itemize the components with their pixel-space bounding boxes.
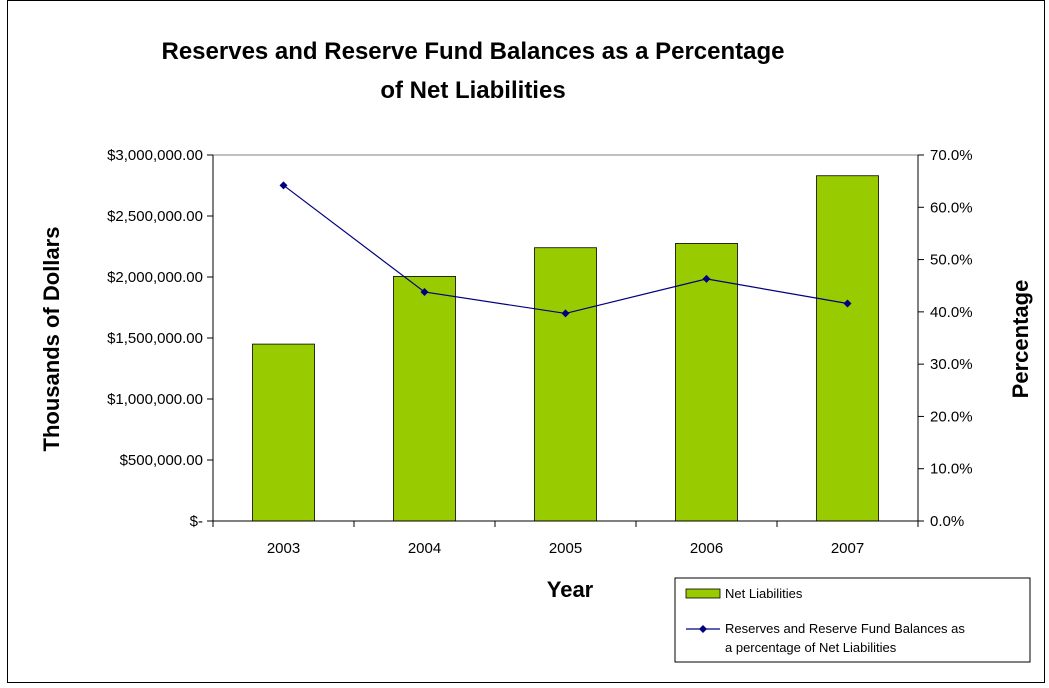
legend-net-liabilities-swatch (685, 588, 721, 599)
y2-tick-label: 10.0% (930, 461, 973, 478)
x-tick-label: 2007 (831, 540, 864, 557)
y-tick-label: $2,000,000.00 (107, 269, 203, 286)
legend: Net Liabilities Reserves and Reserve Fun… (674, 577, 1031, 663)
plot-area: $- $500,000.00 $1,000,000.00 $1,500,000.00 $… (107, 147, 972, 557)
chart-svg: Reserves and Reserve Fund Balances as a … (39, 38, 1033, 663)
y-tick-label: $1,500,000.00 (107, 330, 203, 347)
x-tick-label: 2003 (267, 540, 300, 557)
y-tick-label: $500,000.00 (120, 452, 203, 469)
y2-tick-label: 20.0% (930, 408, 973, 425)
y-tick-label: $2,500,000.00 (107, 208, 203, 225)
y2-tick-label: 40.0% (930, 304, 973, 321)
marker-reserves-2003 (279, 181, 288, 190)
x-tick-label: 2006 (690, 540, 723, 557)
y2-tick-label: 60.0% (930, 199, 973, 216)
y2-axis-title: Percentage (1008, 280, 1033, 399)
x-tick-label: 2004 (408, 540, 441, 557)
legend-reserves-label-line-2: a percentage of Net Liabilities (725, 640, 897, 655)
bar-net-liabilities-2007 (816, 175, 879, 522)
legend-reserves-label-line-1: Reserves and Reserve Fund Balances as (725, 621, 965, 636)
y-tick-label: $3,000,000.00 (107, 147, 203, 164)
chart-title-line-2: of Net Liabilities (380, 77, 565, 104)
legend-reserves-marker (699, 625, 707, 633)
y-axis-title: Thousands of Dollars (39, 227, 64, 452)
y-tick-label: $- (190, 513, 203, 530)
x-tick-label: 2005 (549, 540, 582, 557)
marker-reserves-2005 (561, 309, 570, 318)
legend-net-liabilities-label: Net Liabilities (725, 586, 803, 601)
y2-tick-label: 0.0% (930, 513, 964, 530)
chart-title-line-1: Reserves and Reserve Fund Balances as a … (162, 38, 785, 65)
bar-net-liabilities-2004 (393, 275, 456, 522)
y2-tick-label: 50.0% (930, 252, 973, 269)
chart-frame: Reserves and Reserve Fund Balances as a … (7, 0, 1045, 683)
bar-net-liabilities-2005 (534, 247, 597, 522)
x-axis-title: Year (547, 577, 594, 602)
y2-tick-label: 70.0% (930, 147, 973, 164)
y2-tick-label: 30.0% (930, 356, 973, 373)
y-tick-label: $1,000,000.00 (107, 391, 203, 408)
bar-net-liabilities-2006 (675, 243, 738, 522)
marker-reserves-2006 (702, 274, 711, 283)
marker-reserves-2007 (843, 299, 852, 308)
legend-box (674, 577, 1031, 663)
marker-reserves-2004 (420, 287, 429, 296)
bar-net-liabilities-2003 (252, 343, 315, 522)
